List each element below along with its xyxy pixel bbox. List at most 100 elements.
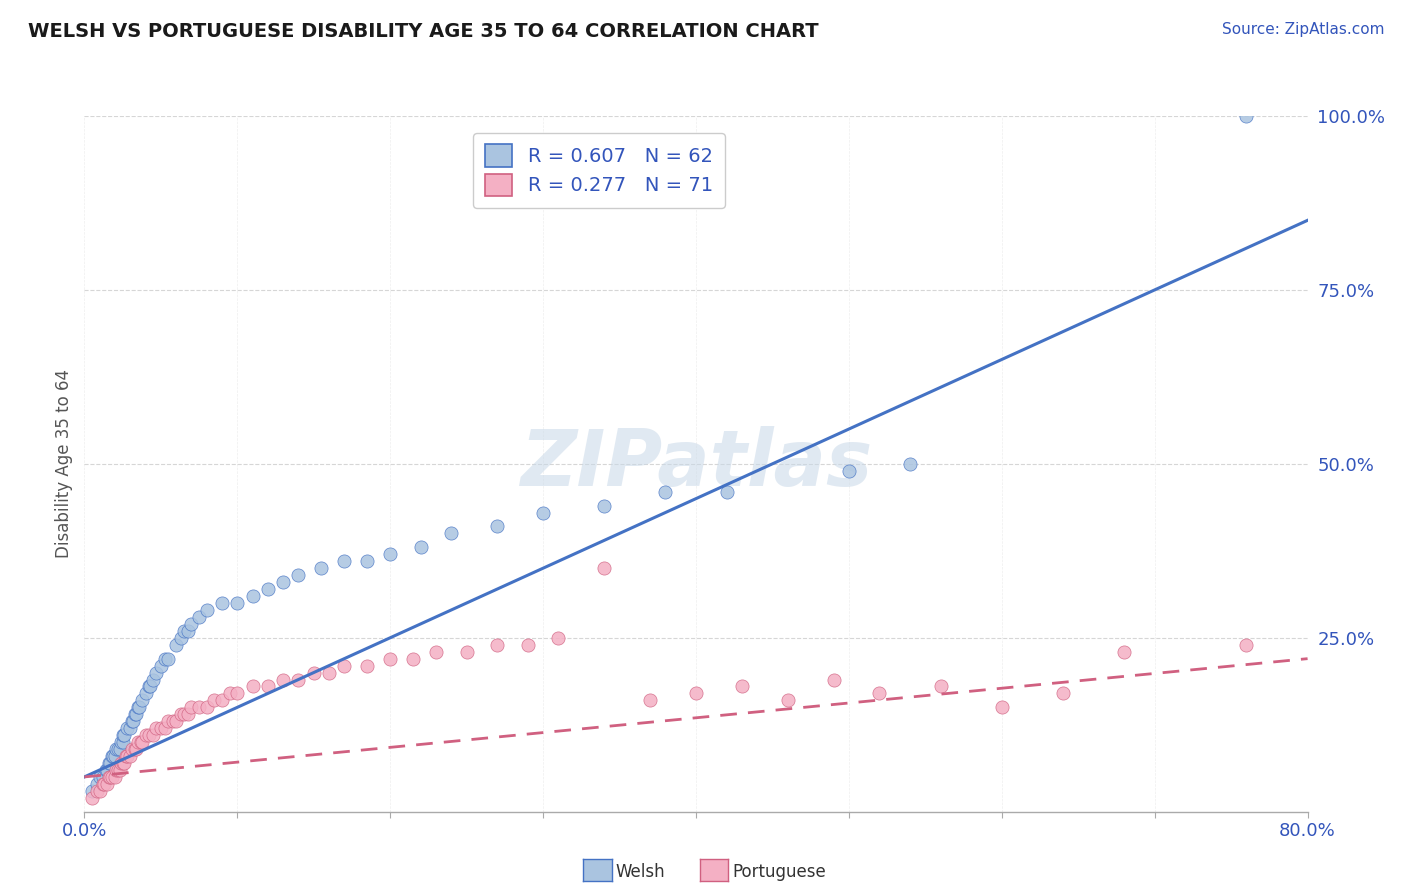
Point xyxy=(98,770,121,784)
Point xyxy=(127,700,149,714)
Point xyxy=(121,714,143,729)
Point xyxy=(271,673,294,687)
Point xyxy=(170,707,193,722)
Point xyxy=(115,749,138,764)
Point xyxy=(731,680,754,694)
Point xyxy=(103,749,125,764)
Point xyxy=(929,680,952,694)
Point xyxy=(98,756,121,770)
Point xyxy=(145,721,167,735)
Point xyxy=(124,742,146,756)
Point xyxy=(402,651,425,665)
Point xyxy=(170,631,193,645)
Point xyxy=(89,784,111,798)
Point xyxy=(127,735,149,749)
Point xyxy=(311,561,333,575)
Point xyxy=(195,603,218,617)
Point xyxy=(188,700,211,714)
Point xyxy=(145,665,167,680)
Point xyxy=(80,790,103,805)
Point xyxy=(333,554,356,568)
Point xyxy=(104,770,127,784)
Point xyxy=(991,700,1014,714)
Point xyxy=(356,554,378,568)
Point xyxy=(333,658,356,673)
Point xyxy=(120,721,142,735)
Point xyxy=(165,714,187,729)
Point xyxy=(486,638,509,652)
Point xyxy=(138,728,160,742)
Legend: R = 0.607   N = 62, R = 0.277   N = 71: R = 0.607 N = 62, R = 0.277 N = 71 xyxy=(474,133,724,208)
Point xyxy=(115,721,138,735)
Point xyxy=(456,645,478,659)
Point xyxy=(531,506,554,520)
Point xyxy=(716,484,738,499)
Point xyxy=(654,484,676,499)
Point xyxy=(93,777,115,791)
Point xyxy=(110,756,132,770)
Point xyxy=(107,763,129,777)
Point xyxy=(486,519,509,533)
Point xyxy=(91,777,114,791)
Point xyxy=(162,714,184,729)
Point xyxy=(114,749,136,764)
Point xyxy=(142,673,165,687)
Point xyxy=(125,742,148,756)
Point xyxy=(177,707,200,722)
Text: Source: ZipAtlas.com: Source: ZipAtlas.com xyxy=(1222,22,1385,37)
Point xyxy=(425,645,447,659)
Point xyxy=(257,582,280,596)
Point xyxy=(122,714,145,729)
Point xyxy=(211,596,233,610)
Point xyxy=(149,721,172,735)
Point xyxy=(638,693,661,707)
Point xyxy=(110,735,132,749)
Point xyxy=(380,547,402,561)
Point xyxy=(226,686,249,700)
Point xyxy=(302,665,325,680)
Point xyxy=(124,707,146,722)
Point xyxy=(195,700,218,714)
Point xyxy=(226,596,249,610)
Point xyxy=(107,742,129,756)
Text: Welsh: Welsh xyxy=(616,863,665,881)
Point xyxy=(257,680,280,694)
Point xyxy=(409,541,432,555)
Point xyxy=(80,784,103,798)
Point xyxy=(838,464,860,478)
Point xyxy=(157,714,180,729)
Point xyxy=(180,700,202,714)
Point xyxy=(111,728,134,742)
Point xyxy=(271,575,294,590)
Point xyxy=(129,735,152,749)
Point xyxy=(318,665,340,680)
Point xyxy=(120,749,142,764)
Point xyxy=(218,686,240,700)
Point xyxy=(287,568,309,582)
Point xyxy=(242,680,264,694)
Point xyxy=(287,673,309,687)
Point xyxy=(128,700,150,714)
Point xyxy=(97,756,120,770)
Point xyxy=(142,728,165,742)
Point xyxy=(89,770,111,784)
Point xyxy=(1052,686,1074,700)
Point xyxy=(112,756,135,770)
Point xyxy=(138,680,160,694)
Point xyxy=(1234,109,1257,123)
Point xyxy=(94,763,117,777)
Point xyxy=(86,784,108,798)
Point xyxy=(149,658,172,673)
Point xyxy=(1114,645,1136,659)
Point xyxy=(593,561,616,575)
Point xyxy=(898,457,921,471)
Point xyxy=(173,624,195,638)
Point xyxy=(202,693,225,707)
Point xyxy=(173,707,195,722)
Point xyxy=(380,651,402,665)
Point xyxy=(165,638,187,652)
Point xyxy=(516,638,538,652)
Text: ZIPatlas: ZIPatlas xyxy=(520,425,872,502)
Point xyxy=(97,770,120,784)
Point xyxy=(135,686,157,700)
